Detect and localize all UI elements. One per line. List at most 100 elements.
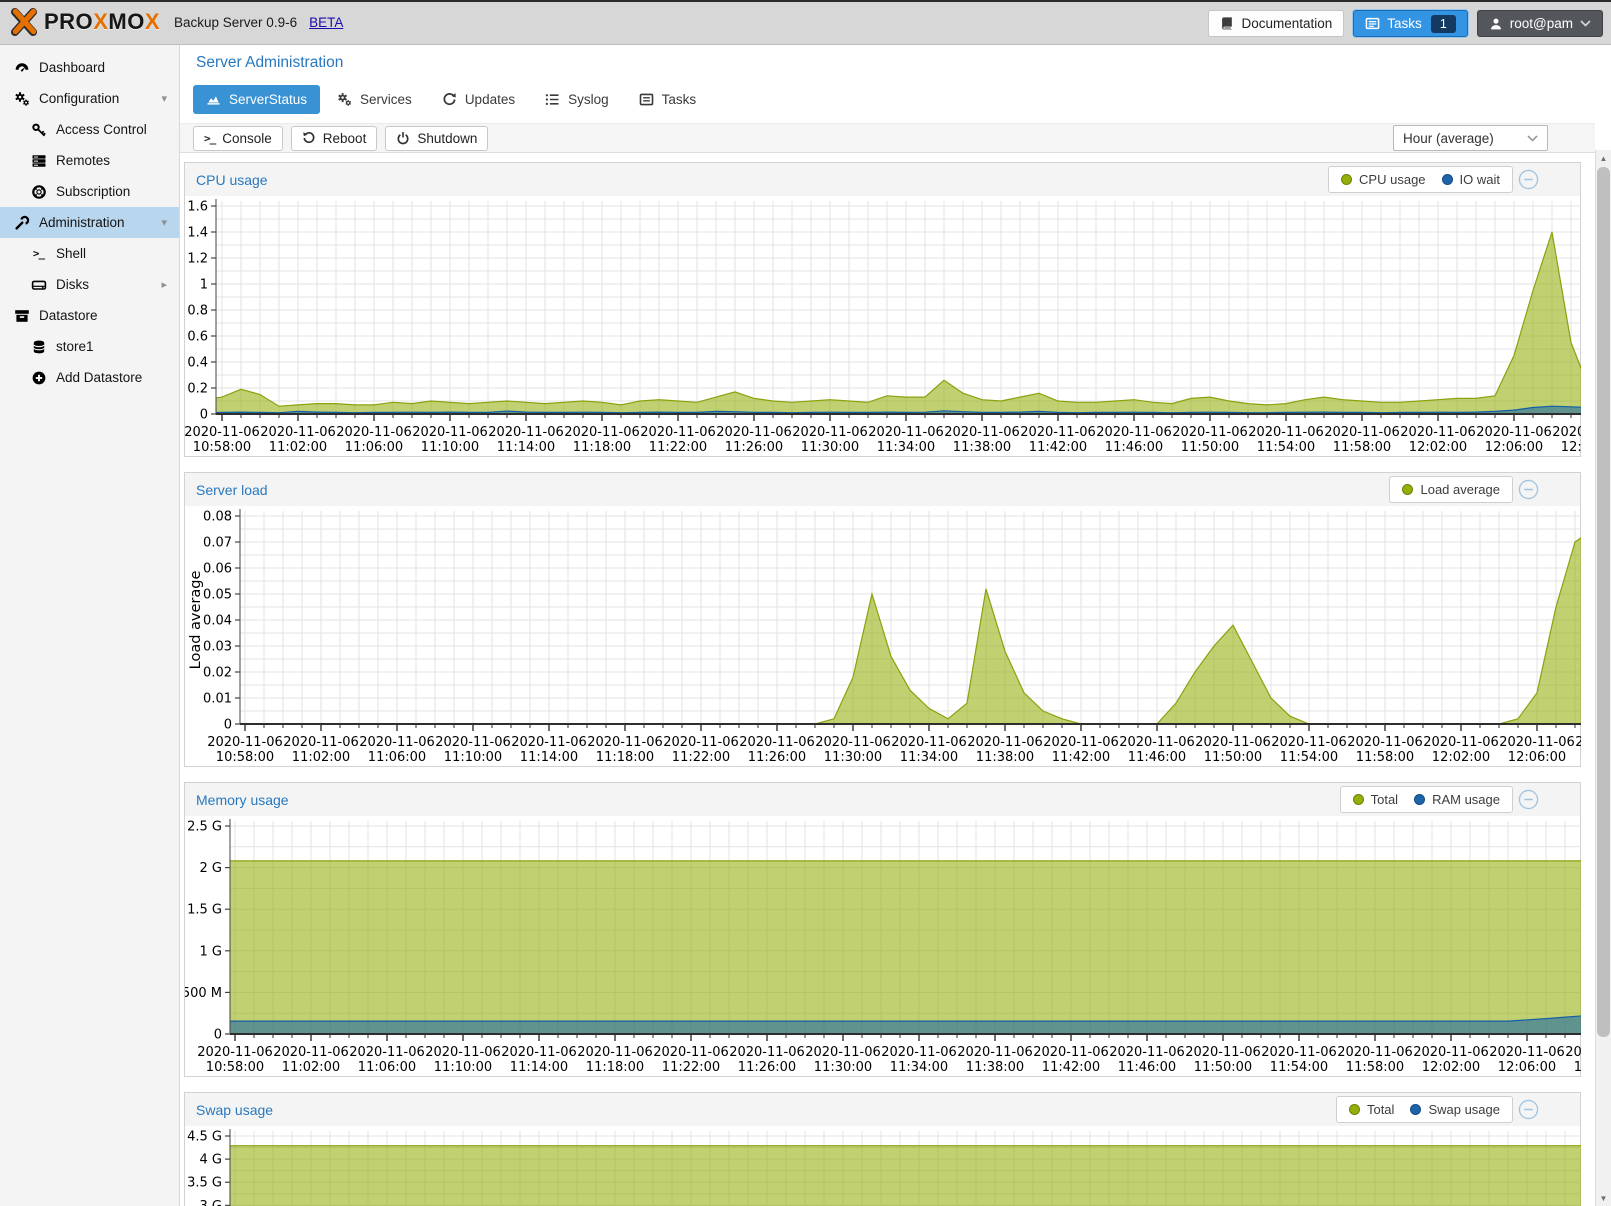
svg-text:2020-11-06: 2020-11-06 xyxy=(587,735,663,750)
scrollbar-down-arrow[interactable]: ▼ xyxy=(1596,1190,1611,1206)
svg-text:3.5 G: 3.5 G xyxy=(187,1176,222,1191)
sidebar-item-subscription[interactable]: Subscription xyxy=(0,176,179,207)
svg-text:2020-11-06: 2020-11-06 xyxy=(1489,1045,1565,1060)
svg-text:11:46:00: 11:46:00 xyxy=(1105,440,1163,455)
svg-text:2020-11-06: 2020-11-06 xyxy=(1261,1045,1337,1060)
sidebar-item-add-datastore[interactable]: Add Datastore xyxy=(0,362,179,393)
server-load-chart: 0 0.01 0.02 0.03 0.04 0.05 0.06 0.07 0.08 2020-11… xyxy=(188,509,1581,765)
collapse-panel-icon[interactable] xyxy=(1518,789,1539,810)
scrollbar-thumb[interactable] xyxy=(1597,167,1610,1037)
legend-item-load-average[interactable]: Load average xyxy=(1402,482,1500,497)
svg-text:12:02:00: 12:02:00 xyxy=(1432,750,1490,765)
tab-syslog[interactable]: Syslog xyxy=(532,85,622,114)
shutdown-button[interactable]: Shutdown xyxy=(385,125,489,151)
svg-text:11:30:00: 11:30:00 xyxy=(801,440,859,455)
vertical-scrollbar[interactable]: ▲ ▼ xyxy=(1595,150,1611,1206)
area-chart-icon xyxy=(207,96,220,105)
user-menu-button[interactable]: root@pam xyxy=(1476,10,1603,37)
sidebar-item-configuration[interactable]: Configuration ▾ xyxy=(0,83,179,114)
sidebar-item-datastore[interactable]: Datastore xyxy=(0,300,179,331)
svg-text:0.6: 0.6 xyxy=(187,330,208,345)
svg-text:2020-11-06: 2020-11-06 xyxy=(967,735,1043,750)
svg-text:11:02:00: 11:02:00 xyxy=(282,1060,340,1075)
collapse-panel-icon[interactable] xyxy=(1518,1099,1539,1120)
svg-text:2020-11-06: 2020-11-06 xyxy=(1337,1045,1413,1060)
svg-text:2020-11-06: 2020-11-06 xyxy=(1185,1045,1261,1060)
sidebar-item-shell[interactable]: >_ Shell xyxy=(0,238,179,269)
tab-serverstatus[interactable]: ServerStatus xyxy=(193,85,321,114)
svg-text:11:30:00: 11:30:00 xyxy=(814,1060,872,1075)
terminal-icon: >_ xyxy=(32,247,45,260)
scrollbar-up-arrow[interactable]: ▲ xyxy=(1596,150,1611,166)
svg-text:2020-11-06: 2020-11-06 xyxy=(1575,735,1581,750)
legend-item-io-wait[interactable]: IO wait xyxy=(1441,172,1500,187)
svg-text:11:22:00: 11:22:00 xyxy=(649,440,707,455)
legend-item-cpu-usage[interactable]: CPU usage xyxy=(1341,172,1426,187)
collapse-panel-icon[interactable] xyxy=(1518,479,1539,500)
svg-text:500 M: 500 M xyxy=(185,986,222,1001)
sidebar-item-remotes[interactable]: Remotes xyxy=(0,145,179,176)
svg-text:2020-11-06: 2020-11-06 xyxy=(1043,735,1119,750)
sidebar-item-disks[interactable]: Disks ▸ xyxy=(0,269,179,300)
legend-dot xyxy=(1441,174,1453,185)
svg-text:1 G: 1 G xyxy=(200,944,222,959)
collapse-panel-icon[interactable] xyxy=(1518,169,1539,190)
tab-services[interactable]: Services xyxy=(324,85,425,114)
beta-link[interactable]: BETA xyxy=(309,14,344,30)
svg-text:11:58:00: 11:58:00 xyxy=(1333,440,1391,455)
svg-text:11:42:00: 11:42:00 xyxy=(1042,1060,1100,1075)
legend-item-ram-usage[interactable]: RAM usage xyxy=(1414,792,1500,807)
svg-text:11:10:00: 11:10:00 xyxy=(444,750,502,765)
svg-text:2020-11-06: 2020-11-06 xyxy=(564,425,640,440)
proxmox-logo: PROXMOX Backup Server 0.9-6 BETA xyxy=(10,8,343,36)
gauge-icon xyxy=(13,60,30,76)
tasks-button[interactable]: Tasks 1 xyxy=(1353,10,1468,37)
sidebar-item-dashboard[interactable]: Dashboard xyxy=(0,52,179,83)
svg-text:4 G: 4 G xyxy=(200,1153,222,1168)
tab-tasks[interactable]: Tasks xyxy=(626,85,710,114)
svg-text:2020-11-06: 2020-11-06 xyxy=(1271,735,1347,750)
svg-text:2020-11-06: 2020-11-06 xyxy=(1347,735,1423,750)
sidebar-item-store1[interactable]: store1 xyxy=(0,331,179,362)
svg-text:11:34:00: 11:34:00 xyxy=(877,440,935,455)
legend-dot xyxy=(1352,794,1364,805)
memory-usage-panel: Memory usage Total RAM usage 0 500 M xyxy=(184,782,1581,1077)
svg-text:11:46:00: 11:46:00 xyxy=(1128,750,1186,765)
sidebar-item-administration[interactable]: Administration ▾ xyxy=(0,207,179,238)
legend-item-total[interactable]: Total xyxy=(1348,1102,1394,1117)
svg-text:12:02:00: 12:02:00 xyxy=(1422,1060,1480,1075)
svg-text:0.01: 0.01 xyxy=(203,692,232,707)
reboot-button[interactable]: Reboot xyxy=(290,125,378,151)
svg-text:11:38:00: 11:38:00 xyxy=(966,1060,1024,1075)
svg-text:2020-11-06: 2020-11-06 xyxy=(729,1045,805,1060)
svg-text:11:38:00: 11:38:00 xyxy=(976,750,1034,765)
svg-text:2.5 G: 2.5 G xyxy=(187,820,222,835)
timeframe-select[interactable]: Hour (average) xyxy=(1393,125,1548,151)
svg-text:11:46:00: 11:46:00 xyxy=(1118,1060,1176,1075)
sidebar: Dashboard Configuration ▾ Access Control… xyxy=(0,45,180,1206)
svg-text:2020-11-06: 2020-11-06 xyxy=(336,425,412,440)
documentation-button[interactable]: Documentation xyxy=(1208,10,1345,37)
legend-item-total[interactable]: Total xyxy=(1352,792,1398,807)
svg-text:11:14:00: 11:14:00 xyxy=(510,1060,568,1075)
refresh-icon xyxy=(443,93,456,106)
svg-text:2020-11-06: 2020-11-06 xyxy=(805,1045,881,1060)
status-toolbar: >_ Console Reboot Shutdown Hour (average… xyxy=(180,123,1595,153)
cpu-usage-chart: 00.20.40.60.811.21.41.62020-11-0610:58:0… xyxy=(185,199,1581,455)
svg-text:11:50:00: 11:50:00 xyxy=(1181,440,1239,455)
svg-text:2020-11-06: 2020-11-06 xyxy=(260,425,336,440)
main-area: Server Administration ServerStatus Servi… xyxy=(180,45,1595,1206)
console-button[interactable]: >_ Console xyxy=(193,125,283,151)
sidebar-item-access-control[interactable]: Access Control xyxy=(0,114,179,145)
svg-text:0.07: 0.07 xyxy=(203,536,232,551)
svg-text:11:50:00: 11:50:00 xyxy=(1204,750,1262,765)
svg-text:11:22:00: 11:22:00 xyxy=(662,1060,720,1075)
svg-text:2020-11-06: 2020-11-06 xyxy=(944,425,1020,440)
svg-text:2020-11-06: 2020-11-06 xyxy=(359,735,435,750)
svg-text:0.05: 0.05 xyxy=(203,588,232,603)
legend-dot xyxy=(1414,794,1426,805)
tab-updates[interactable]: Updates xyxy=(429,85,528,114)
chevron-down-icon: ▾ xyxy=(161,93,167,105)
swap-usage-panel-header: Swap usage Total Swap usage xyxy=(185,1093,1580,1126)
legend-item-swap-usage[interactable]: Swap usage xyxy=(1410,1102,1500,1117)
